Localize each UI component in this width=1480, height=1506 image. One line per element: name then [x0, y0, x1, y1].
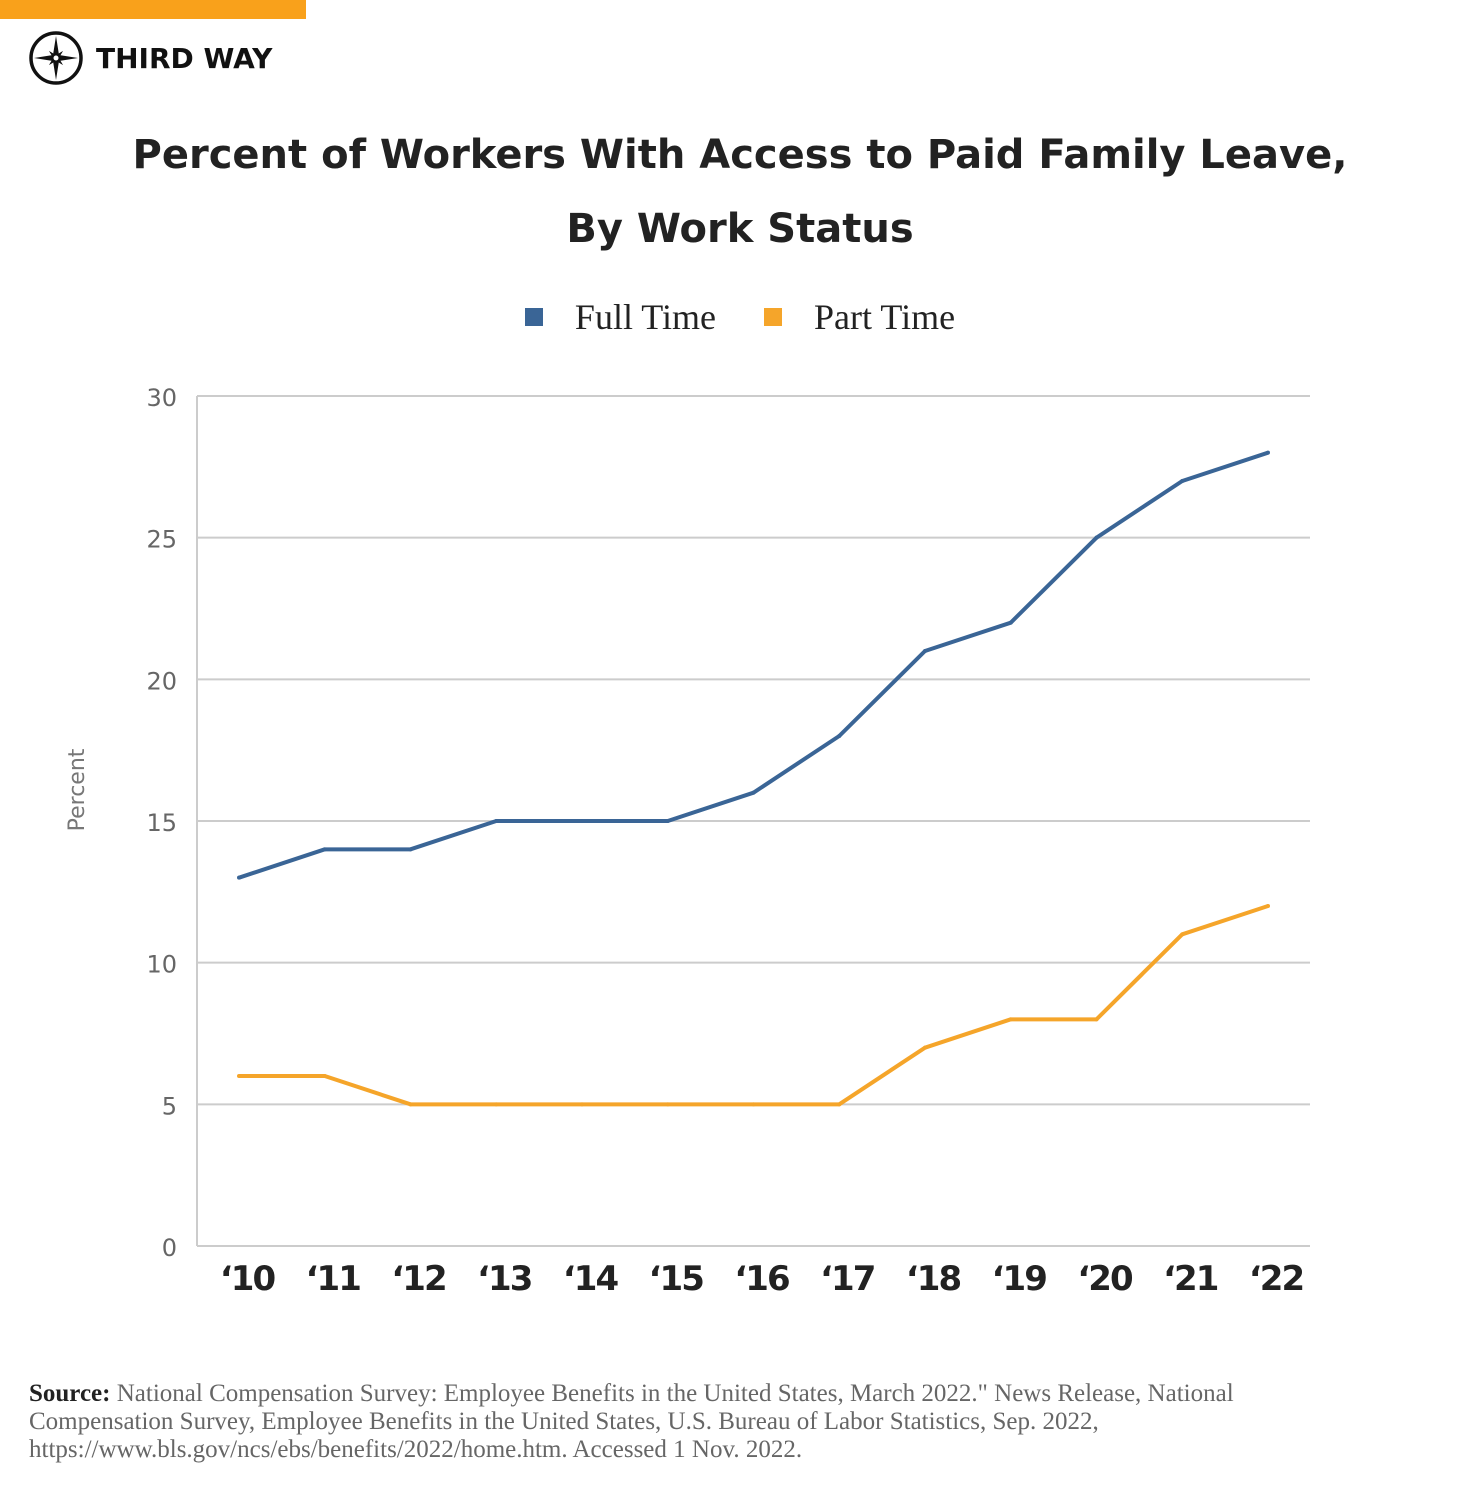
data-point-part-time [1008, 1017, 1013, 1022]
x-tick-label: ‘18 [906, 1259, 961, 1299]
source-label: Source: [29, 1380, 111, 1407]
x-tick-label: ‘20 [1077, 1259, 1133, 1299]
y-tick-label: 0 [162, 1234, 177, 1262]
data-point-part-time [1180, 932, 1185, 937]
data-point-full-time [494, 819, 499, 823]
x-tick-label: ‘17 [820, 1259, 874, 1299]
data-point-part-time [1094, 1017, 1099, 1022]
logo-text: THIRD WAY [96, 41, 273, 75]
legend-item-full-time: Full Time [524, 296, 717, 338]
brand-accent-bar [0, 0, 306, 19]
y-tick-label: 10 [146, 951, 177, 979]
data-point-part-time [580, 1102, 584, 1107]
x-tick-label: ‘13 [477, 1259, 531, 1299]
data-point-part-time [751, 1102, 756, 1107]
x-tick-label: ‘21 [1163, 1259, 1218, 1299]
data-point-full-time [837, 734, 842, 738]
data-point-full-time [1266, 450, 1270, 455]
data-point-full-time [1094, 535, 1099, 540]
y-tick-label: 20 [146, 667, 177, 695]
data-point-full-time [580, 819, 584, 823]
data-point-part-time [665, 1102, 670, 1107]
x-tick-label: ‘12 [391, 1259, 445, 1299]
data-point-part-time [837, 1102, 842, 1107]
source-line-2: Compensation Survey, Employee Benefits i… [29, 1408, 1099, 1435]
title-line-1: Percent of Workers With Access to Paid F… [132, 132, 1348, 178]
x-tick-label: ‘11 [306, 1259, 361, 1299]
x-tick-label: ‘14 [563, 1259, 619, 1299]
series-line-full-time [238, 450, 1269, 880]
y-tick-label: 30 [146, 384, 177, 412]
legend: Full Time Part Time [0, 296, 1480, 338]
y-axis-label: Percent [65, 748, 90, 831]
line-chart: 0 5 10 15 20 25 30 ‘10 ‘11 ‘12 ‘13 ‘14 ‘15 ‘16 ‘17 ‘18 ‘… [65, 384, 1310, 1299]
data-point-full-time [237, 875, 241, 880]
data-point-part-time [1266, 904, 1270, 908]
source-line-3: https://www.bls.gov/ncs/ebs/benefits/202… [29, 1436, 803, 1463]
series-line-part-time [239, 904, 1269, 1107]
source-line-1: National Compensation Survey: Employee B… [116, 1380, 1234, 1407]
data-point-full-time [408, 847, 413, 852]
data-point-part-time [923, 1045, 927, 1050]
y-tick-label: 15 [146, 809, 177, 837]
data-point-full-time [665, 819, 670, 823]
legend-item-part-time: Part Time [764, 296, 955, 338]
y-tick-label: 5 [162, 1092, 177, 1120]
legend-swatch-part-time [764, 308, 783, 326]
data-point-part-time [494, 1102, 499, 1107]
data-point-part-time [408, 1102, 413, 1107]
data-point-part-time [237, 1074, 241, 1078]
source-note: Source: National Compensation Survey: Em… [29, 1380, 1234, 1464]
y-tick-label: 25 [146, 526, 177, 554]
data-point-part-time [322, 1074, 327, 1078]
data-point-full-time [1180, 479, 1185, 483]
x-tick-label: ‘22 [1249, 1259, 1303, 1299]
x-tick-label: ‘19 [992, 1259, 1047, 1299]
compass-icon [29, 31, 83, 85]
data-point-full-time [1008, 620, 1013, 625]
legend-label-part-time: Part Time [814, 297, 956, 337]
chart-title: Percent of Workers With Access to Paid F… [0, 118, 1480, 266]
x-tick-label: ‘10 [220, 1259, 276, 1299]
data-point-full-time [751, 790, 756, 795]
data-point-full-time [322, 847, 327, 852]
title-line-2: By Work Status [566, 206, 914, 252]
data-point-full-time [923, 649, 927, 653]
third-way-logo: THIRD WAY [28, 30, 272, 86]
x-tick-label: ‘16 [734, 1259, 789, 1299]
legend-swatch-full-time [524, 308, 543, 326]
x-tick-label: ‘15 [649, 1259, 704, 1299]
legend-label-full-time: Full Time [574, 297, 717, 337]
